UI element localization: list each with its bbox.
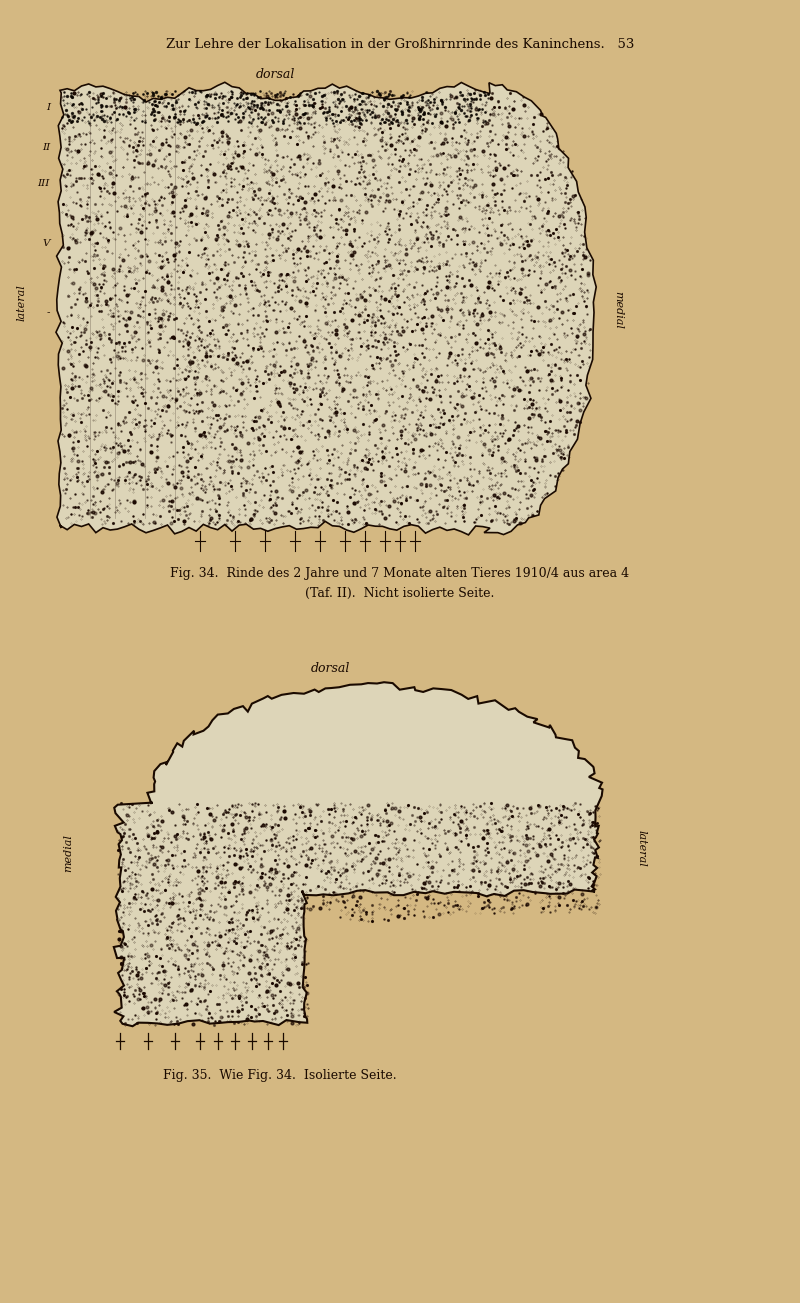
Polygon shape	[114, 683, 602, 1027]
Text: Fig. 34.  Rinde des 2 Jahre und 7 Monate alten Tieres 1910/4 aus area 4: Fig. 34. Rinde des 2 Jahre und 7 Monate …	[170, 567, 630, 580]
Text: V: V	[42, 238, 50, 248]
Text: Fig. 35.  Wie Fig. 34.  Isolierte Seite.: Fig. 35. Wie Fig. 34. Isolierte Seite.	[163, 1068, 397, 1081]
Text: dorsal: dorsal	[310, 662, 350, 675]
Text: dorsal: dorsal	[255, 69, 294, 82]
Text: lateral: lateral	[17, 284, 27, 322]
Text: Zur Lehre der Lokalisation in der Großhirnrinde des Kaninchens.   53: Zur Lehre der Lokalisation in der Großhi…	[166, 39, 634, 52]
Text: II: II	[42, 143, 50, 152]
Text: medial: medial	[613, 291, 623, 328]
Polygon shape	[56, 82, 596, 536]
Text: medial: medial	[63, 834, 73, 872]
Text: III: III	[38, 179, 50, 188]
Text: (Taf. II).  Nicht isolierte Seite.: (Taf. II). Nicht isolierte Seite.	[306, 586, 494, 599]
Text: -: -	[46, 309, 50, 318]
Text: lateral: lateral	[637, 830, 647, 866]
Text: I: I	[46, 103, 50, 112]
